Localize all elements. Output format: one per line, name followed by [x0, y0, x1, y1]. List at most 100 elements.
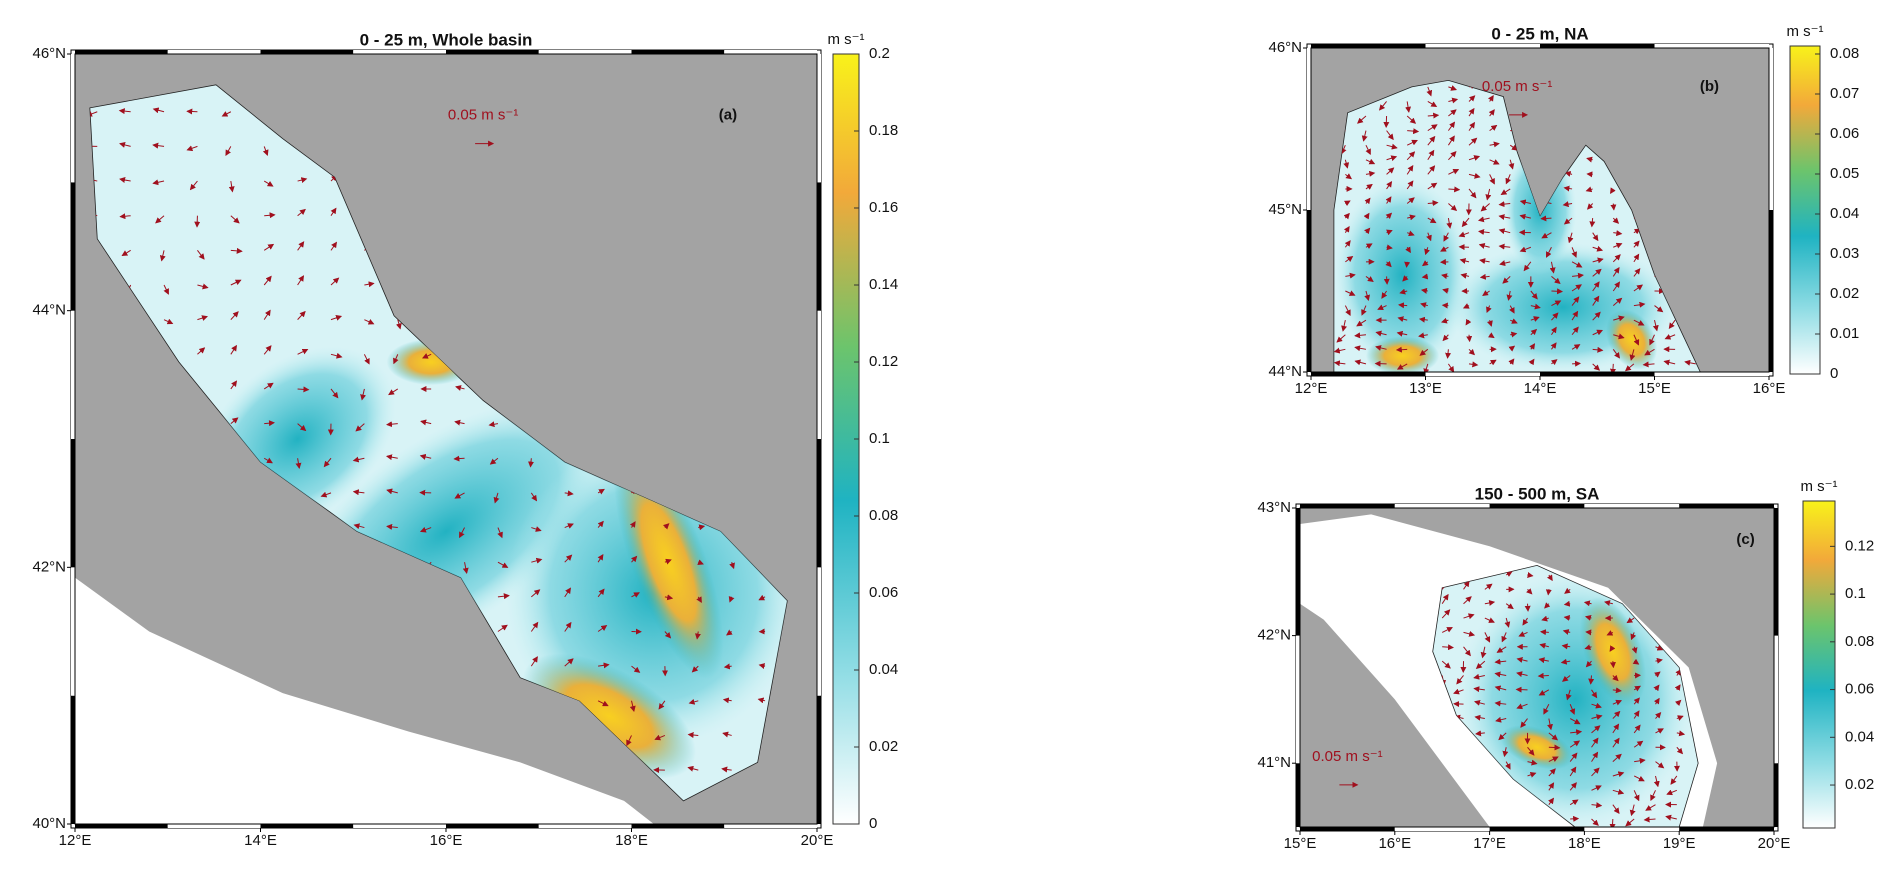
current-vector	[1584, 614, 1592, 621]
current-vector	[1447, 363, 1455, 372]
current-vector	[721, 766, 732, 773]
current-vector	[597, 553, 604, 563]
lon-tick-label: 18°E	[615, 832, 648, 849]
current-vector	[1633, 334, 1640, 346]
current-vector	[1591, 818, 1599, 826]
current-vector	[1654, 671, 1661, 678]
current-vector	[489, 457, 499, 465]
current-vector	[1548, 744, 1561, 751]
current-vector	[698, 524, 706, 531]
current-vector	[1539, 629, 1549, 636]
colorbar-tick-label: 0.08	[1845, 633, 1874, 650]
current-vector	[1676, 746, 1684, 755]
current-vector	[1508, 358, 1515, 365]
current-vector	[230, 247, 243, 254]
current-vector	[1572, 360, 1582, 367]
frame-strip	[817, 310, 821, 439]
current-vector	[1550, 342, 1557, 350]
current-vector	[1629, 349, 1636, 361]
colorbar-tick-label: 0.04	[869, 661, 898, 678]
current-vector	[1530, 290, 1538, 300]
frame-strip	[817, 695, 821, 824]
current-vector	[1427, 182, 1438, 190]
current-vector	[1518, 631, 1528, 637]
current-vector	[1666, 789, 1678, 796]
current-vector	[631, 592, 640, 598]
current-vector	[1468, 137, 1478, 146]
current-vector	[1396, 330, 1408, 337]
current-vector	[1478, 243, 1490, 249]
current-vector	[1506, 290, 1513, 301]
current-vector	[1592, 346, 1604, 353]
current-vector	[1441, 317, 1449, 324]
current-vector	[530, 492, 538, 502]
colorbar	[1789, 45, 1821, 375]
lon-tick-label: 15°E	[1284, 835, 1317, 852]
current-vector	[455, 385, 465, 391]
current-vector	[225, 146, 232, 157]
current-vector	[1473, 699, 1485, 706]
current-vector	[1502, 747, 1509, 758]
current-vector	[564, 621, 572, 632]
colorbar-tick-label: 0.08	[869, 507, 898, 524]
current-vector	[1453, 688, 1464, 695]
current-vector	[1591, 751, 1599, 762]
current-vector	[1592, 257, 1604, 264]
current-vector	[1424, 247, 1430, 256]
current-vector	[493, 492, 500, 504]
current-vector	[1613, 333, 1625, 340]
current-vector	[1676, 715, 1684, 721]
current-vector	[758, 594, 766, 601]
current-vector	[729, 562, 735, 570]
current-vector	[1404, 261, 1411, 268]
current-vector	[1655, 728, 1664, 734]
current-vector	[230, 311, 239, 320]
frame-strip	[1540, 44, 1655, 48]
current-vector	[1551, 312, 1559, 321]
current-vector	[694, 631, 701, 640]
current-vector	[230, 215, 240, 224]
current-vector	[1633, 301, 1646, 308]
current-vector	[1420, 287, 1428, 294]
current-vector	[1612, 771, 1625, 778]
current-vector	[598, 662, 610, 669]
lon-tick-label: 12°E	[1295, 380, 1328, 397]
current-vector	[263, 457, 273, 464]
current-vector	[1612, 687, 1622, 694]
current-vector	[1569, 799, 1579, 806]
current-vector	[1592, 281, 1600, 292]
current-vector	[497, 624, 508, 632]
current-vector	[1633, 268, 1641, 277]
frame-strip	[538, 50, 632, 54]
current-vector	[262, 146, 269, 156]
current-vector	[1612, 266, 1620, 277]
current-vector	[664, 558, 672, 565]
current-vector	[631, 555, 638, 563]
current-vector	[1489, 124, 1498, 132]
current-vector	[1344, 305, 1351, 317]
current-vector	[691, 665, 699, 673]
current-vector	[393, 354, 399, 365]
current-vector	[352, 456, 365, 463]
current-vector	[419, 453, 432, 460]
current-vector	[1630, 632, 1637, 641]
frame-strip	[1654, 44, 1769, 48]
current-vector	[664, 594, 674, 601]
current-vector	[1654, 305, 1664, 313]
current-vector	[1468, 95, 1476, 102]
colorbar-tick-label: 0.16	[869, 199, 898, 216]
current-vector	[1625, 818, 1635, 827]
current-vector	[1421, 273, 1429, 280]
current-vector	[163, 318, 174, 325]
current-vector	[364, 281, 375, 288]
current-vector	[1522, 617, 1529, 626]
frame-strip	[75, 824, 168, 828]
panel-title: 0 - 25 m, Whole basin	[360, 30, 533, 49]
current-vector	[1612, 804, 1620, 814]
colorbar-tick-label: 0.03	[1830, 245, 1859, 262]
current-vector	[1406, 139, 1418, 146]
current-vector	[355, 423, 365, 432]
current-vector	[1633, 790, 1640, 802]
current-vector	[363, 354, 370, 365]
current-vector	[1655, 761, 1665, 769]
